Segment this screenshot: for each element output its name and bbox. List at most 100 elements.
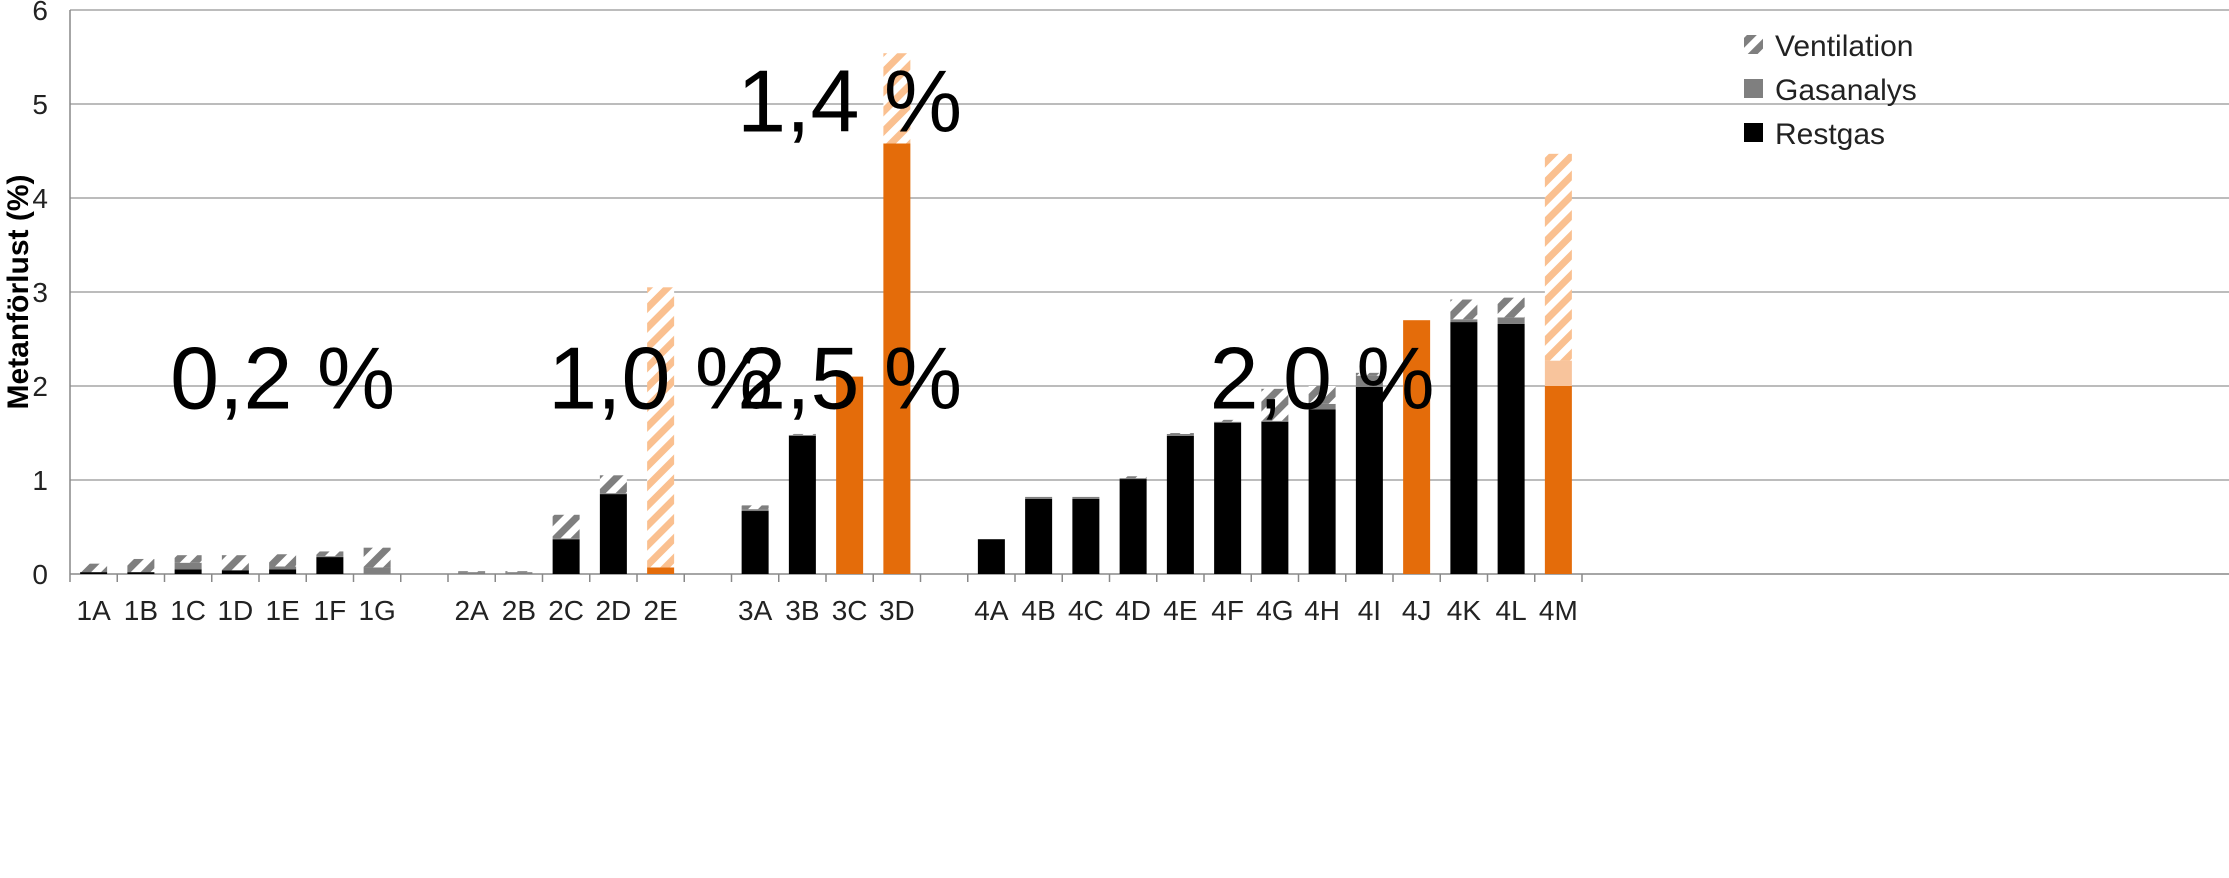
bar-4c-restgas: [1072, 498, 1100, 574]
bar-4b-gasanalys: [1025, 496, 1053, 499]
bar-4l-restgas: [1497, 323, 1525, 574]
x-tick-label: 4H: [1304, 595, 1340, 626]
bar-4h-restgas: [1308, 409, 1336, 574]
bar-4m-ventilation: [1544, 153, 1572, 361]
x-tick-label: 4F: [1211, 595, 1244, 626]
bar-3a-ventilation: [741, 505, 769, 510]
bar-3c-restgas: [836, 376, 864, 574]
bar-2b-gasanalys: [505, 572, 533, 574]
bar-1b-ventilation: [127, 558, 155, 573]
bar-4i-ventilation: [1355, 372, 1383, 376]
bar-4e-gasanalys: [1166, 433, 1194, 436]
bar-2b-ventilation: [505, 571, 533, 573]
x-tick-label: 3A: [738, 595, 773, 626]
x-tick-label: 1D: [217, 595, 253, 626]
bar-2a-ventilation: [458, 571, 486, 573]
bar-2e-ventilation: [647, 287, 675, 568]
bar-3a-restgas: [741, 511, 769, 574]
bar-2d-ventilation: [599, 475, 627, 494]
x-tick-label: 1G: [358, 595, 395, 626]
x-tick-label: 4I: [1358, 595, 1381, 626]
bar-1a-restgas: [80, 572, 108, 574]
bar-4f-gasanalys: [1214, 421, 1242, 423]
x-tick-label: 4A: [974, 595, 1009, 626]
bar-2e-restgas: [647, 567, 675, 574]
group-total-annotation: 1,4 %: [737, 51, 962, 150]
bar-1c-ventilation: [174, 555, 202, 563]
x-tick-label: 4K: [1447, 595, 1482, 626]
x-tick-label: 3B: [785, 595, 819, 626]
group-total-annotation: 2,0 %: [1210, 329, 1435, 428]
x-tick-label: 3D: [879, 595, 915, 626]
x-tick-label: 4M: [1539, 595, 1578, 626]
gray-square-icon: [1744, 79, 1763, 98]
y-tick-label: 4: [32, 183, 48, 214]
y-axis-ticks: 0 1 2 3 4 5 6: [32, 0, 48, 590]
bar-3b-gasanalys: [788, 434, 816, 436]
bar-4f-restgas: [1214, 422, 1242, 574]
bar-4k-gasanalys: [1450, 319, 1478, 323]
bar-1f-gasanalys: [316, 556, 344, 558]
bar-1g-ventilation: [363, 547, 391, 568]
x-tick-label: 1F: [314, 595, 347, 626]
bar-4b-restgas: [1025, 498, 1053, 574]
bar-1e-gasanalys: [269, 566, 297, 570]
bar-2d-restgas: [599, 494, 627, 574]
bar-4g-ventilation: [1261, 388, 1289, 421]
bar-4m-gasanalys: [1544, 360, 1572, 386]
x-axis-ticks: 1A 1B 1C 1D 1E 1F 1G 2A 2B 2C 2D 2E 3A 3B 3C 3D 4A 4B 4C 4D…: [69, 574, 1583, 626]
x-tick-label: 3C: [832, 595, 868, 626]
bar-4e-restgas: [1166, 435, 1194, 574]
bar-3d-restgas: [883, 143, 911, 575]
annotations: 0,2 % 1,0 % 1,4 % 2,5 % 2,0 %: [170, 51, 1435, 427]
bar-1b-restgas: [127, 572, 155, 574]
bar-3b-ventilation: [788, 433, 816, 435]
bar-2d-gasanalys: [599, 493, 627, 495]
bar-4e-ventilation: [1166, 433, 1194, 434]
x-tick-label: 1E: [266, 595, 300, 626]
bar-3b-restgas: [788, 435, 816, 574]
bar-3d-ventilation: [883, 53, 911, 144]
bar-4l-gasanalys: [1497, 317, 1525, 324]
legend-label: Restgas: [1775, 118, 1885, 151]
bar-4f-ventilation: [1214, 419, 1242, 422]
black-square-icon: [1744, 123, 1763, 142]
x-tick-label: 4L: [1496, 595, 1527, 626]
bar-4m-restgas: [1544, 386, 1572, 574]
x-tick-label: 4E: [1163, 595, 1197, 626]
x-tick-label: 2D: [595, 595, 631, 626]
bar-1e-ventilation: [269, 554, 297, 567]
bar-4i-gasanalys: [1355, 375, 1383, 387]
bar-2a-gasanalys: [458, 572, 486, 574]
legend-label: Ventilation: [1775, 30, 1913, 63]
x-tick-label: 1A: [77, 595, 112, 626]
bar-1g-gasanalys: [363, 567, 391, 574]
bar-4h-ventilation: [1308, 386, 1336, 404]
bar-2c-gasanalys: [552, 538, 580, 540]
bar-2c-restgas: [552, 539, 580, 574]
bar-4j-restgas: [1403, 320, 1431, 574]
bar-1e-restgas: [269, 569, 297, 574]
x-tick-label: 4J: [1402, 595, 1432, 626]
bar-1c-restgas: [174, 569, 202, 574]
bar-4g-restgas: [1261, 421, 1289, 574]
x-tick-label: 2B: [502, 595, 536, 626]
bar-1f-ventilation: [316, 551, 344, 557]
x-tick-label: 2E: [644, 595, 678, 626]
bar-4d-gasanalys: [1119, 478, 1147, 480]
y-tick-label: 0: [32, 559, 48, 590]
x-tick-label: 2C: [548, 595, 584, 626]
x-tick-label: 1C: [170, 595, 206, 626]
y-axis-label: Metanförlust (%): [2, 175, 35, 410]
gridlines: [69, 9, 2229, 575]
x-tick-label: 4B: [1022, 595, 1056, 626]
x-tick-label: 1B: [124, 595, 158, 626]
y-tick-label: 3: [32, 277, 48, 308]
y-tick-label: 5: [32, 89, 48, 120]
bar-4l-ventilation: [1497, 297, 1525, 318]
bar-4d-ventilation: [1119, 476, 1147, 479]
y-tick-label: 1: [32, 465, 48, 496]
legend-label: Gasanalys: [1775, 74, 1917, 107]
bar-1f-restgas: [316, 557, 344, 574]
